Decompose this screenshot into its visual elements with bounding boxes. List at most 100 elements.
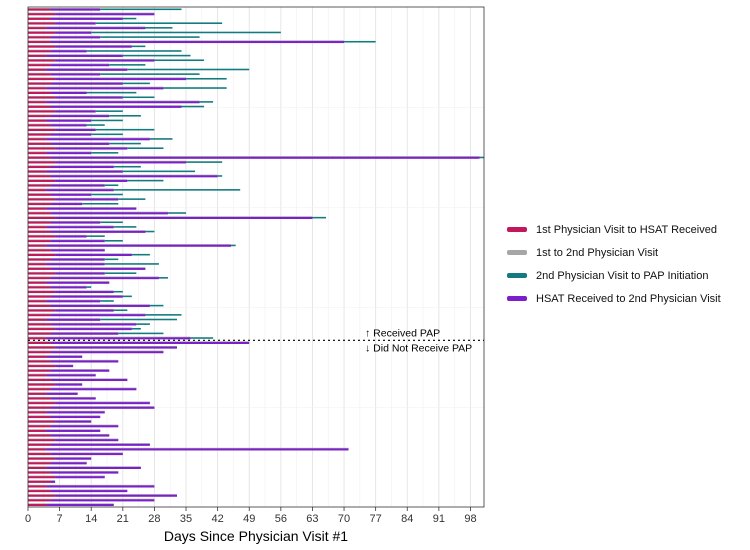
bar-first-to-hsat <box>28 499 51 502</box>
bar-second-to-pap <box>131 327 141 330</box>
bar-first-to-hsat <box>28 471 51 474</box>
x-tick-label: 42 <box>211 513 223 525</box>
bar-hsat-to-second <box>55 457 92 460</box>
bar-second-to-pap <box>136 323 150 325</box>
bar-first-to-hsat <box>28 27 47 30</box>
bar-first-to-hsat <box>28 91 51 94</box>
bar-second-to-pap <box>109 142 141 145</box>
bar-first-to-hsat <box>28 82 51 85</box>
bar-second-to-pap <box>100 36 200 38</box>
bar-first-to-hsat <box>28 355 47 358</box>
legend-item-first-to-hsat: 1st Physician Visit to HSAT Received <box>507 218 747 241</box>
bar-hsat-to-second <box>50 8 101 11</box>
bar-second-to-pap <box>86 286 92 288</box>
bar-second-to-pap <box>86 124 105 126</box>
bar-hsat-to-second <box>50 471 119 474</box>
bar-hsat-to-second <box>55 45 132 48</box>
bar-first-to-hsat <box>28 439 56 442</box>
x-tick-label: 35 <box>180 513 192 525</box>
bar-second-to-pap <box>163 87 227 89</box>
bar-second-to-pap <box>122 170 196 173</box>
bar-first-to-hsat <box>28 198 56 201</box>
bar-hsat-to-second <box>50 443 150 446</box>
bar-hsat-to-second <box>55 476 105 479</box>
bar-first-to-hsat <box>28 420 56 423</box>
bar-first-to-hsat <box>28 207 47 210</box>
bar-hsat-to-second <box>50 277 159 280</box>
x-tick-label: 28 <box>148 513 160 525</box>
bar-second-to-pap <box>131 45 146 48</box>
bar-first-to-hsat <box>28 179 56 182</box>
bar-first-to-hsat <box>28 166 51 169</box>
bar-hsat-to-second <box>55 78 187 81</box>
bar-second-to-pap <box>100 73 200 75</box>
bar-first-to-hsat <box>28 235 56 238</box>
bar-first-to-hsat <box>28 129 56 132</box>
bar-hsat-to-second <box>46 244 232 247</box>
bar-hsat-to-second <box>50 360 119 363</box>
bar-hsat-to-second <box>55 328 132 331</box>
bar-hsat-to-second <box>50 323 137 326</box>
bar-first-to-hsat <box>28 337 47 340</box>
bar-second-to-pap <box>104 263 159 265</box>
bar-second-to-pap <box>113 165 141 168</box>
bar-second-to-pap <box>158 277 168 279</box>
bar-hsat-to-second <box>50 434 110 437</box>
bar-hsat-to-second <box>50 249 105 252</box>
bar-first-to-hsat <box>28 462 51 465</box>
bar-first-to-hsat <box>28 68 47 71</box>
legend-label: 1st to 2nd Physician Visit <box>536 246 659 259</box>
bar-hsat-to-second <box>50 480 56 483</box>
bar-first-to-hsat <box>28 216 56 219</box>
bar-second-to-pap <box>122 82 150 85</box>
bar-second-to-pap <box>109 64 146 66</box>
bar-hsat-to-second <box>46 87 164 90</box>
bar-first-to-hsat <box>28 212 51 215</box>
bar-first-to-hsat <box>28 36 51 39</box>
bar-first-to-hsat <box>28 453 51 456</box>
grid-lines <box>27 7 484 507</box>
bar-hsat-to-second <box>50 203 83 206</box>
bar-first-to-hsat <box>28 397 51 400</box>
bar-first-to-hsat <box>28 124 51 127</box>
bar-first-to-hsat <box>28 101 47 104</box>
bar-first-to-hsat <box>28 193 51 196</box>
bar-hsat-to-second <box>46 27 146 30</box>
bar-second-to-pap <box>145 27 173 29</box>
bar-second-to-pap <box>145 230 155 233</box>
bar-first-to-hsat <box>28 480 51 483</box>
x-tick-label: 14 <box>85 513 97 525</box>
bar-hsat-to-second <box>46 318 101 321</box>
bar-second-to-pap <box>199 101 214 103</box>
plot-panel-border <box>27 6 485 508</box>
bar-second-to-pap <box>91 133 123 136</box>
bar-second-to-pap <box>118 198 146 200</box>
bar-first-to-hsat <box>28 309 56 312</box>
bar-first-to-hsat <box>28 54 47 57</box>
bar-hsat-to-second <box>50 267 146 270</box>
bar-first-to-hsat <box>28 425 51 428</box>
bar-hsat-to-second <box>55 420 92 423</box>
bar-first-to-hsat <box>28 189 47 192</box>
bar-first-to-hsat <box>28 184 51 187</box>
bar-first-to-hsat <box>28 64 51 67</box>
bar-hsat-to-second <box>46 138 150 141</box>
bar-first-to-hsat <box>28 332 51 335</box>
bar-second-to-pap <box>127 68 250 71</box>
bar-first-to-hsat <box>28 78 56 81</box>
bar-first-to-hsat <box>28 388 51 391</box>
bar-first-to-hsat <box>28 119 47 122</box>
legend-label: 2nd Physician Visit to PAP Initiation <box>536 269 709 282</box>
bar-first-to-hsat <box>28 31 56 34</box>
bar-second-to-pap <box>186 161 223 163</box>
bar-second-to-pap <box>100 318 177 321</box>
bar-hsat-to-second <box>50 388 137 391</box>
bar-hsat-to-second <box>46 189 114 192</box>
bar-first-to-hsat <box>28 434 51 437</box>
bar-first-to-hsat <box>28 402 56 405</box>
bar-second-to-pap <box>122 295 132 298</box>
legend-swatch-hsat-to-second <box>507 296 527 301</box>
bar-first-to-hsat <box>28 365 56 368</box>
bar-first-to-hsat <box>28 466 47 469</box>
bar-first-to-hsat <box>28 272 56 275</box>
